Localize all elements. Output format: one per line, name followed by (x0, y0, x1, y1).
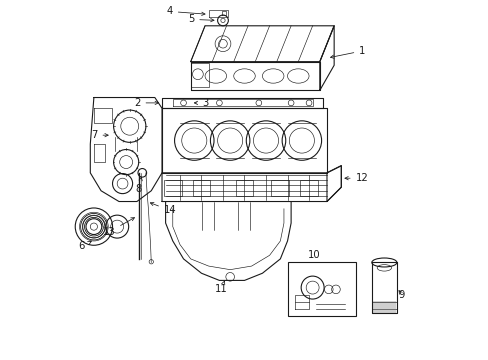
Bar (287, 262, 355, 316)
Text: 2: 2 (134, 98, 158, 108)
Bar (190, 63, 208, 87)
Text: 1: 1 (330, 46, 365, 58)
Text: 13: 13 (102, 218, 134, 237)
Bar (300, 180, 317, 196)
Text: 4: 4 (166, 6, 204, 17)
Text: 7: 7 (91, 130, 108, 140)
Text: 9: 9 (398, 290, 404, 300)
Text: 6: 6 (79, 241, 91, 251)
Bar (235, 180, 253, 196)
Text: 8: 8 (135, 177, 142, 194)
Text: 12: 12 (344, 173, 367, 183)
Bar (163, 180, 182, 196)
Text: 3: 3 (194, 98, 208, 108)
Bar (192, 180, 210, 196)
Text: 14: 14 (150, 202, 176, 216)
Bar (271, 180, 289, 196)
Text: 11: 11 (214, 281, 227, 294)
Text: 5: 5 (187, 14, 214, 24)
Text: 10: 10 (307, 250, 320, 260)
